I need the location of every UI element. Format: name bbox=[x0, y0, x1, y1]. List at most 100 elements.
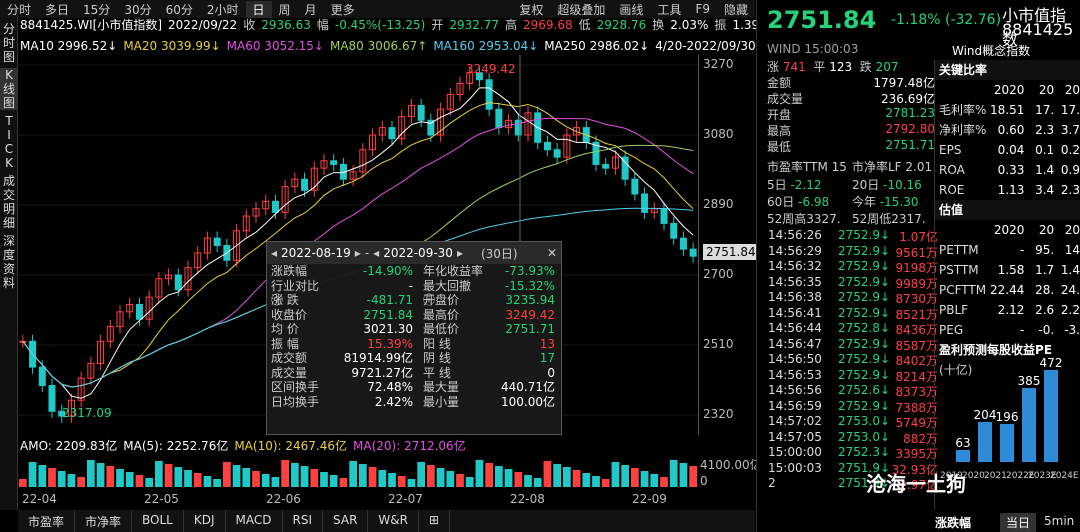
toolbar-item-6[interactable]: 日 bbox=[245, 0, 272, 18]
tick-price: 2752.9↓ bbox=[838, 228, 891, 242]
ratio-label: PETTM bbox=[939, 243, 979, 257]
left-tab-0[interactable]: 分时图 bbox=[2, 22, 15, 64]
ratio-value: - bbox=[1020, 323, 1025, 337]
left-tab-4[interactable]: 深度资料 bbox=[2, 234, 15, 290]
range-stats-popup[interactable]: ◂ 2022-08-19 ▸ - ◂ 2022-09-30 ▸ (30日) ✕ 涨… bbox=[266, 241, 562, 435]
turn-label: 换 bbox=[652, 18, 665, 32]
indicator-tab-4[interactable]: MACD bbox=[226, 510, 283, 532]
down-label: 跌 bbox=[859, 60, 872, 74]
ratio-row: EPS 0.04 0.1 0.2 bbox=[935, 140, 1080, 160]
volume-bar bbox=[640, 471, 649, 487]
ratio-head: 2020 20 20 bbox=[935, 80, 1080, 100]
candle-body bbox=[670, 222, 678, 239]
tick-row: 15:00:03 2751.9↓ 32.93亿 bbox=[768, 461, 938, 477]
ma250-label: MA250 2986.02↓ bbox=[544, 38, 650, 53]
candle-body bbox=[165, 274, 173, 280]
tick-price: 2753.0↓ bbox=[838, 429, 891, 444]
tick-price: 2752.9↓ bbox=[838, 367, 891, 382]
popup-from-date[interactable]: 2022-08-19 bbox=[281, 246, 351, 260]
chevron-right-icon[interactable]: ▸ bbox=[354, 246, 361, 260]
indicator-tab-5[interactable]: RSI bbox=[283, 510, 324, 532]
toolbar-item-0[interactable]: 分时 bbox=[7, 2, 32, 17]
toolbar-item-5[interactable]: 2小时 bbox=[206, 2, 239, 17]
ret-20d-label: 20日 bbox=[852, 178, 880, 192]
toolbar-item-14[interactable]: 工具 bbox=[657, 2, 682, 17]
high-label: 高 bbox=[505, 18, 518, 32]
toolbar-item-2[interactable]: 15分 bbox=[83, 2, 111, 17]
ratio-label: 毛利率% bbox=[939, 103, 987, 117]
ratio-label: PCFTTM bbox=[939, 283, 987, 297]
volume-bar bbox=[300, 466, 309, 487]
indicator-tab-7[interactable]: W&R bbox=[368, 510, 419, 532]
ratio-value: 3.4 bbox=[1035, 183, 1055, 197]
popup-value: - bbox=[408, 278, 413, 293]
candle-body bbox=[281, 186, 289, 213]
candle-body bbox=[437, 108, 445, 136]
pb-lf: 市净率LF 2.01 bbox=[852, 160, 933, 174]
year-head: 20 bbox=[1064, 223, 1080, 237]
candle-body bbox=[378, 127, 386, 136]
tick-price: 2752.9↓ bbox=[838, 336, 891, 351]
chevron-left-icon[interactable]: ◂ bbox=[373, 246, 380, 260]
indicator-tab-1[interactable]: 市净率 bbox=[75, 510, 133, 532]
vol-ma5-label: MA(5): 2252.76亿 bbox=[123, 439, 229, 453]
toolbar-item-9[interactable]: 更多 bbox=[330, 2, 355, 17]
volume-chart[interactable] bbox=[18, 455, 698, 487]
volume-bar bbox=[679, 463, 688, 487]
toolbar-item-7[interactable]: 周 bbox=[278, 2, 291, 17]
tab-today[interactable]: 当日 bbox=[1000, 513, 1037, 532]
candle-body bbox=[155, 278, 163, 298]
toolbar-item-15[interactable]: F9 bbox=[695, 2, 710, 16]
turn-value: 2.03% bbox=[670, 17, 709, 32]
section-title: 关键比率 bbox=[935, 60, 1080, 80]
ratio-row: 净利率% 0.60 2.3 3.7 bbox=[935, 120, 1080, 140]
price-tick: 2320 bbox=[703, 407, 734, 421]
ratio-value: 2.2 bbox=[1060, 303, 1080, 317]
left-tab-3[interactable]: 成交明细 bbox=[2, 174, 15, 230]
candle-body bbox=[602, 163, 610, 169]
chevron-left-icon[interactable]: ◂ bbox=[271, 246, 278, 260]
tick-price: 2753.0↓ bbox=[838, 414, 891, 428]
ratio-value: 24. bbox=[1060, 283, 1080, 297]
ratio-value: 95. bbox=[1035, 243, 1055, 257]
popup-key: 均 价 bbox=[271, 322, 299, 336]
volume-bar bbox=[397, 476, 406, 487]
indicator-tab-3[interactable]: KDJ bbox=[184, 510, 226, 532]
tab-eps[interactable]: 每股收益 bbox=[987, 343, 1036, 357]
date-tick: 22-05 bbox=[144, 492, 179, 506]
toolbar-item-13[interactable]: 画线 bbox=[619, 2, 644, 17]
change-section-title: 涨跌幅 bbox=[935, 516, 972, 530]
toolbar-item-16[interactable]: 隐藏 bbox=[723, 2, 748, 17]
tick-time: 14:57:02 bbox=[768, 414, 822, 428]
toolbar-item-1[interactable]: 多日 bbox=[45, 2, 70, 17]
toolbar-item-4[interactable]: 60分 bbox=[165, 2, 193, 17]
quote-kv-row: 最低 2751.71 bbox=[767, 138, 935, 154]
popup-key: 平 线 bbox=[423, 365, 451, 380]
ret-5d-value: -2.12 bbox=[790, 178, 822, 192]
close-icon[interactable]: ✕ bbox=[546, 246, 557, 260]
indicator-tab-8[interactable]: ⊞ bbox=[419, 510, 451, 532]
tick-time: 14:56:38 bbox=[768, 290, 822, 304]
popup-to-date[interactable]: 2022-09-30 bbox=[383, 246, 453, 260]
popup-value: 13 bbox=[539, 336, 555, 351]
earnings-forecast-chart: 63 204 196 385 472 2019 2020 2021 2022E 2023E 2024… bbox=[938, 352, 1080, 512]
chevron-right-icon[interactable]: ▸ bbox=[456, 246, 463, 260]
toolbar-item-8[interactable]: 月 bbox=[304, 2, 317, 17]
toolbar-item-12[interactable]: 超级叠加 bbox=[557, 2, 606, 17]
candle-body bbox=[145, 296, 153, 320]
volume-bar bbox=[271, 477, 280, 487]
indicator-tab-0[interactable]: 市盈率 bbox=[18, 510, 76, 532]
volume-bar bbox=[378, 470, 387, 487]
tab-pe[interactable]: PE bbox=[1035, 343, 1053, 357]
indicator-tab-6[interactable]: SAR bbox=[323, 510, 369, 532]
candle-body bbox=[174, 274, 182, 291]
indicator-tab-2[interactable]: BOLL bbox=[132, 510, 184, 532]
year-head: 2020 bbox=[993, 83, 1025, 97]
toolbar-item-3[interactable]: 30分 bbox=[124, 2, 152, 17]
volume-bar bbox=[582, 473, 591, 487]
tab-5min[interactable]: 5min bbox=[1044, 514, 1075, 528]
toolbar-item-11[interactable]: 复权 bbox=[519, 2, 544, 17]
tick-tape: 14:56:26 2752.9↓ 1.07亿 14:56:29 2752.9↓ 9561万… bbox=[768, 228, 938, 492]
